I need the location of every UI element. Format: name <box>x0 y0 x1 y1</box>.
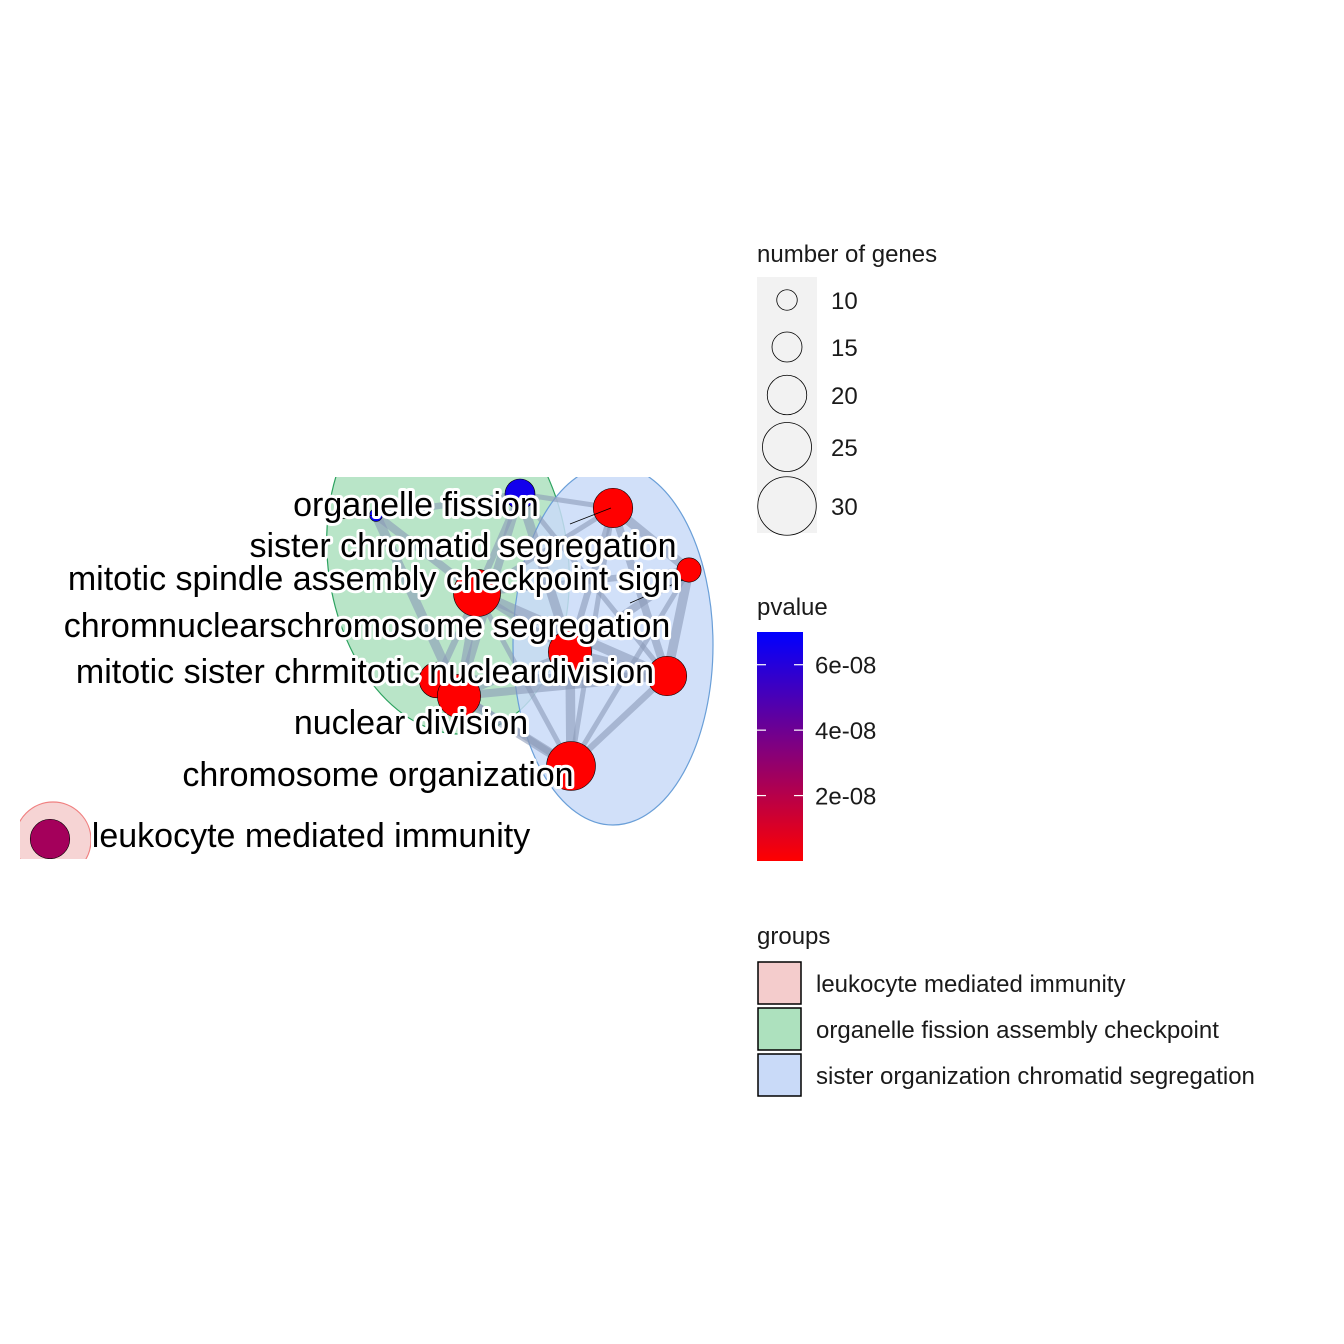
node-chromosome-segregation <box>453 569 501 617</box>
node-label: chromosome organization <box>182 756 573 794</box>
group-key-label: leukocyte mediated immunity <box>816 971 1125 998</box>
size-key-circle <box>766 374 808 416</box>
label-leader-line <box>629 579 684 604</box>
network-edge <box>436 672 668 684</box>
pvalue-colorbar-ticks: 2e-08 4e-08 6e-08 <box>757 653 876 811</box>
size-key-label: 15 <box>831 335 858 362</box>
size-key-label: 30 <box>831 494 858 521</box>
colorbar-tick-label: 6e-08 <box>815 653 876 680</box>
label-leader-line <box>329 514 377 521</box>
node-nuclear-chromosome-segregation <box>548 630 592 674</box>
node-mitotic-spindle-assembly-checkpoint <box>676 557 702 583</box>
colorbar-tick-label: 2e-08 <box>815 784 876 811</box>
node-label: nuclear division <box>294 704 528 742</box>
node-label: mitotic spindle assembly checkpoint sign <box>68 560 680 598</box>
legend-group-keys: leukocyte mediated immunity organelle fis… <box>757 961 1255 1097</box>
pvalue-colorbar <box>757 632 803 861</box>
node-label: sister chromatid segregation <box>249 527 676 565</box>
legend-number-of-genes: number of genes 10 15 20 25 30 <box>757 241 937 536</box>
size-key-circle <box>776 289 798 311</box>
legend-pvalue: pvalue 2e-08 4e-08 6e-08 <box>757 594 876 861</box>
legend-size-title: number of genes <box>757 241 937 268</box>
node-label: mitotic sister chrmitotic nucleardivisio… <box>76 653 654 691</box>
node-organelle-fission <box>504 478 536 510</box>
network-edge <box>609 506 671 678</box>
node-label: organelle fission <box>293 486 539 524</box>
network-nodes <box>29 478 702 859</box>
size-key-circle <box>771 331 803 363</box>
node-sister-chromatid-segregation <box>592 487 634 529</box>
legend-groups-title: groups <box>757 923 830 950</box>
network-edge <box>375 490 521 519</box>
size-key-circle <box>757 476 817 536</box>
node-nuclear-division <box>437 674 481 718</box>
size-key-label: 25 <box>831 435 858 462</box>
legend-groups: groups leukocyte mediated immunity organe… <box>757 923 1255 1097</box>
network-edge <box>475 505 615 596</box>
node-chromosome-organization <box>546 741 596 791</box>
group-key-swatch <box>757 961 802 1005</box>
network-edge <box>476 566 690 597</box>
size-key-label: 10 <box>831 288 858 315</box>
size-key-circle <box>762 422 812 472</box>
legend-size-keys: 10 15 20 25 30 <box>757 288 858 536</box>
node-label: leukocyte mediated immunity <box>92 817 530 855</box>
group-key-swatch <box>757 1053 802 1097</box>
size-key-label: 20 <box>831 383 858 410</box>
node-mitotic-nuclear-division <box>646 655 688 697</box>
group-key-label: sister organization chromatid segregatio… <box>816 1063 1255 1090</box>
legend-pvalue-title: pvalue <box>757 594 828 621</box>
group-key-label: organelle fission assembly checkpoint <box>816 1017 1219 1044</box>
node-leukocyte-mediated-immunity <box>29 818 71 859</box>
label-leader-line <box>569 507 612 525</box>
node-label: chromnuclearschromosome segregation <box>64 607 671 645</box>
group-key-swatch <box>757 1007 802 1051</box>
colorbar-tick-label: 4e-08 <box>815 718 876 745</box>
label-leader-lines <box>329 507 684 604</box>
